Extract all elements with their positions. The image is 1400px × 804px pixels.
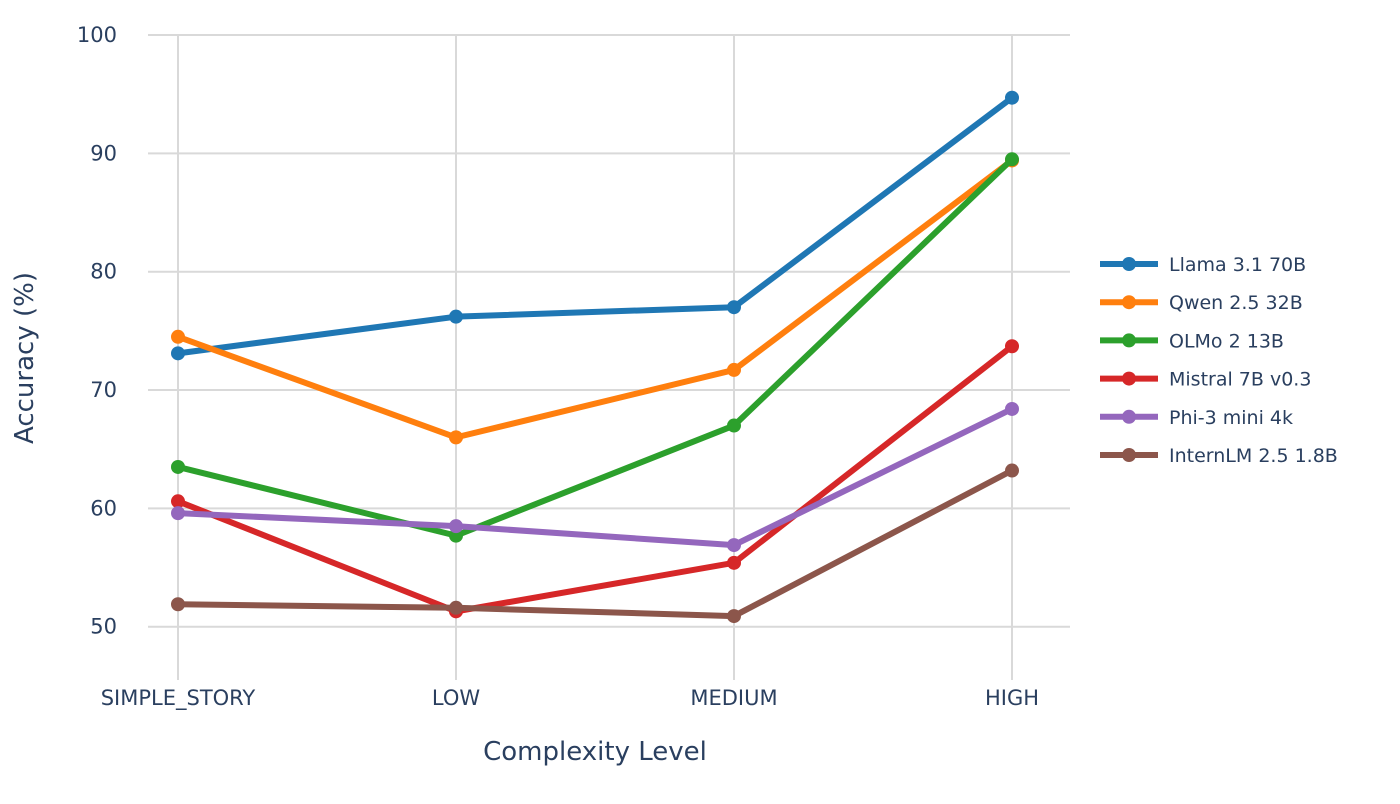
data-point bbox=[727, 418, 741, 433]
data-point bbox=[1005, 90, 1019, 105]
legend-item: Phi-3 mini 4k bbox=[1100, 407, 1293, 429]
legend-swatch-marker bbox=[1122, 371, 1136, 386]
series-line bbox=[175, 156, 1015, 539]
data-point bbox=[449, 519, 463, 534]
series-line bbox=[175, 405, 1015, 549]
y-tick-label: 70 bbox=[90, 378, 117, 402]
data-point bbox=[171, 346, 185, 361]
y-tick-label: 80 bbox=[90, 260, 117, 284]
series-0 bbox=[171, 90, 1019, 361]
legend-label: InternLM 2.5 1.8B bbox=[1169, 445, 1338, 467]
y-tick-label: 100 bbox=[77, 23, 117, 47]
y-axis-ticks: 50 60 70 80 90 100 bbox=[77, 23, 117, 639]
data-point bbox=[727, 538, 741, 553]
series-layer bbox=[171, 90, 1019, 624]
data-point bbox=[449, 309, 463, 324]
legend-item: InternLM 2.5 1.8B bbox=[1100, 445, 1338, 467]
data-point bbox=[727, 362, 741, 377]
y-tick-label: 90 bbox=[90, 141, 117, 165]
data-point bbox=[171, 329, 185, 344]
legend-label: Mistral 7B v0.3 bbox=[1169, 369, 1311, 391]
series-2 bbox=[171, 152, 1019, 543]
series-5 bbox=[171, 463, 1019, 624]
x-axis-title: Complexity Level bbox=[483, 737, 707, 767]
legend-swatch-marker bbox=[1122, 448, 1136, 462]
data-point bbox=[449, 430, 463, 445]
data-point bbox=[1005, 401, 1019, 416]
legend-item: OLMo 2 13B bbox=[1100, 330, 1284, 352]
legend-swatch-marker bbox=[1122, 295, 1136, 310]
grid-layer bbox=[148, 34, 1070, 680]
data-point bbox=[449, 600, 463, 615]
data-point bbox=[171, 506, 185, 521]
legend-label: Llama 3.1 70B bbox=[1169, 254, 1306, 276]
data-point bbox=[1005, 339, 1019, 354]
series-line bbox=[175, 157, 1015, 441]
series-line bbox=[175, 467, 1015, 620]
data-point bbox=[1005, 463, 1019, 478]
legend-item: Mistral 7B v0.3 bbox=[1100, 369, 1311, 391]
x-tick-label: SIMPLE_STORY bbox=[101, 686, 256, 711]
legend-label: Phi-3 mini 4k bbox=[1169, 407, 1293, 429]
series-line bbox=[175, 343, 1015, 615]
series-4 bbox=[171, 401, 1019, 553]
x-tick-label: LOW bbox=[432, 686, 480, 710]
legend-swatch-marker bbox=[1122, 409, 1136, 424]
y-tick-label: 50 bbox=[90, 615, 117, 639]
x-tick-label: MEDIUM bbox=[690, 686, 777, 710]
legend-label: Qwen 2.5 32B bbox=[1169, 292, 1303, 314]
legend-item: Llama 3.1 70B bbox=[1100, 254, 1306, 276]
data-point bbox=[171, 459, 185, 474]
series-1 bbox=[171, 153, 1019, 445]
legend: Llama 3.1 70B Qwen 2.5 32B OLMo 2 13B Mistr… bbox=[1100, 254, 1338, 467]
series-line bbox=[175, 94, 1015, 357]
x-tick-label: HIGH bbox=[985, 686, 1039, 710]
data-point bbox=[1005, 152, 1019, 167]
legend-swatch-marker bbox=[1122, 333, 1136, 348]
y-tick-label: 60 bbox=[90, 496, 117, 520]
y-axis-title: Accuracy (%) bbox=[10, 272, 40, 444]
data-point bbox=[727, 555, 741, 570]
data-point bbox=[727, 609, 741, 624]
legend-label: OLMo 2 13B bbox=[1169, 330, 1284, 352]
data-point bbox=[171, 494, 185, 509]
data-point bbox=[171, 597, 185, 612]
legend-swatch-marker bbox=[1122, 257, 1136, 271]
data-point bbox=[727, 300, 741, 315]
legend-item: Qwen 2.5 32B bbox=[1100, 292, 1303, 314]
x-axis-ticks: SIMPLE_STORY LOW MEDIUM HIGH bbox=[101, 686, 1039, 711]
